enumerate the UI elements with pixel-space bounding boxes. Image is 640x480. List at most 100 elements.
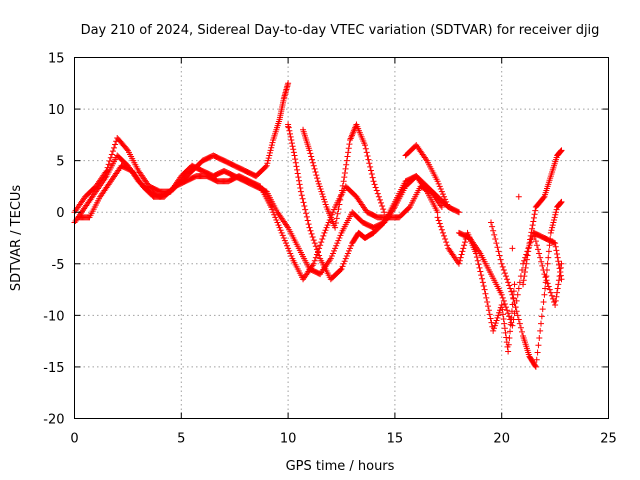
data-point [557, 269, 564, 276]
data-point [510, 295, 517, 302]
data-point [461, 239, 468, 246]
data-point [520, 281, 527, 288]
data-point [299, 195, 306, 202]
data-point [505, 310, 512, 317]
data-point [295, 177, 302, 184]
data-point [338, 192, 345, 199]
data-point [311, 257, 318, 264]
data-point [506, 282, 513, 289]
y-tick-label: -5 [52, 258, 65, 273]
data-point [523, 251, 530, 258]
data-point [307, 150, 314, 157]
y-tick-label: 0 [56, 206, 64, 221]
data-point [298, 192, 305, 199]
data-point [105, 161, 112, 168]
series-track-8 [455, 229, 565, 329]
data-point [436, 220, 443, 227]
data-point [338, 187, 345, 194]
data-point [286, 247, 293, 254]
data-point [376, 196, 383, 203]
data-point [320, 193, 327, 200]
data-point [293, 163, 300, 170]
data-point [439, 191, 446, 198]
data-point [558, 147, 565, 154]
data-point [434, 178, 441, 185]
data-point [530, 214, 537, 221]
data-point [483, 294, 490, 301]
data-point [558, 276, 565, 283]
data-point [530, 218, 537, 225]
data-point [498, 302, 505, 309]
data-point [324, 222, 331, 229]
data-point [323, 224, 330, 231]
data-point [288, 253, 295, 260]
data-point [444, 242, 451, 249]
data-point [287, 130, 294, 137]
data-point [550, 219, 557, 226]
data-point [547, 289, 554, 296]
data-point [542, 279, 549, 286]
data-point [439, 229, 446, 236]
data-point [517, 324, 524, 331]
data-point [552, 240, 559, 247]
data-point [511, 281, 518, 288]
data-point [434, 209, 441, 216]
data-point [527, 236, 534, 243]
data-point [473, 254, 480, 261]
data-point [322, 227, 329, 234]
data-point [485, 307, 492, 314]
data-point [443, 239, 450, 246]
data-point [344, 250, 351, 257]
data-point [333, 242, 340, 249]
data-point [338, 265, 345, 272]
data-point [476, 264, 483, 271]
y-tick-label: -15 [43, 361, 64, 376]
data-point [514, 291, 521, 298]
data-point [504, 276, 511, 283]
data-point [270, 209, 277, 216]
plot-frame [74, 57, 609, 419]
data-point [514, 312, 521, 319]
data-point [297, 188, 304, 195]
data-point [346, 141, 353, 148]
data-point [290, 149, 297, 156]
data-point [340, 260, 347, 267]
data-point [296, 181, 303, 188]
data-point [493, 240, 500, 247]
data-point [314, 175, 321, 182]
data-point [495, 312, 502, 319]
data-point [523, 260, 530, 267]
data-point [545, 283, 552, 290]
data-point [515, 316, 522, 323]
data-point [268, 144, 275, 151]
data-point [285, 124, 292, 131]
data-point [485, 303, 492, 310]
data-point [109, 148, 116, 155]
data-point [455, 260, 462, 267]
series-track-3 [75, 162, 445, 283]
data-point [438, 226, 445, 233]
data-point [541, 291, 548, 298]
data-point [542, 285, 549, 292]
data-point [378, 199, 385, 206]
data-point [288, 137, 295, 144]
data-point [297, 184, 304, 191]
data-point [489, 223, 496, 230]
data-point [531, 211, 538, 218]
data-point [500, 315, 507, 322]
data-point [456, 257, 463, 264]
data-point [484, 298, 491, 305]
data-point [543, 266, 550, 273]
data-point [555, 258, 562, 265]
data-point [549, 222, 556, 229]
data-point [295, 174, 302, 181]
data-point [274, 219, 281, 226]
data-point [263, 162, 270, 169]
data-point [305, 221, 312, 228]
data-point [494, 244, 501, 251]
data-point [272, 214, 279, 221]
marker-layer [71, 80, 565, 370]
data-point [509, 291, 516, 298]
data-point [304, 217, 311, 224]
